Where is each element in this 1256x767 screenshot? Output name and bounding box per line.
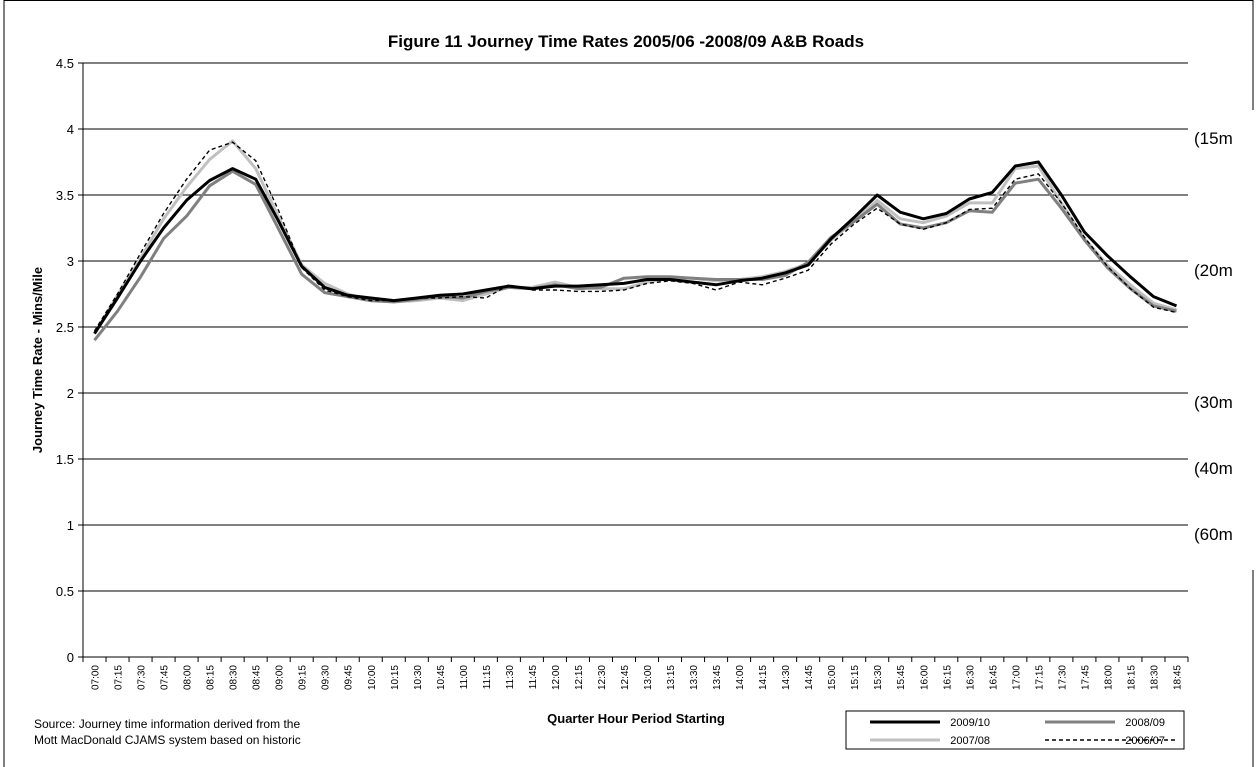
series-line-2006-07 <box>93 141 1177 332</box>
x-tick-label: 12:45 <box>620 665 631 690</box>
legend-label: 2008/09 <box>1125 717 1165 729</box>
x-tick-label: 13:45 <box>712 665 723 690</box>
x-tick-label: 15:30 <box>873 665 884 690</box>
x-tick-label: 09:45 <box>344 665 355 690</box>
x-tick-label: 09:30 <box>321 665 332 690</box>
x-tick-label: 17:00 <box>1011 665 1022 690</box>
y-axis-ticks: 0 0.5 1 1.5 2 2.5 3 3.5 4 4.5 <box>56 56 83 665</box>
x-tick-label: 10:30 <box>413 665 424 690</box>
right-axis-label: (15m <box>1194 129 1233 148</box>
series-line-2009-10 <box>93 160 1178 335</box>
x-tick-label: 10:00 <box>367 665 378 690</box>
legend-label: 2009/10 <box>950 717 990 729</box>
legend: 2009/10 2008/09 2007/08 2006/07 <box>845 710 1185 750</box>
x-tick-label: 08:00 <box>183 665 194 690</box>
x-tick-label: 13:00 <box>643 665 654 690</box>
x-tick-label: 07:00 <box>91 665 102 690</box>
x-tick-label: 09:00 <box>275 665 286 690</box>
x-tick-label: 13:30 <box>689 665 700 690</box>
source-note-line-2: Mott MacDonald CJAMS system based on his… <box>34 733 301 747</box>
x-tick-label: 09:15 <box>298 665 309 690</box>
x-tick-label: 08:45 <box>252 665 263 690</box>
right-axis-labels: (15m (20m (30m (40m (60m <box>1194 110 1256 570</box>
y-tick-label: 0.5 <box>56 584 74 599</box>
legend-label: 2007/08 <box>950 735 990 747</box>
x-tick-label: 14:15 <box>758 665 769 690</box>
series-line-2007-08 <box>93 139 1177 335</box>
y-tick-label: 3 <box>67 254 74 269</box>
legend-box <box>845 710 1185 750</box>
y-tick-label: 0 <box>67 650 74 665</box>
x-tick-label: 12:15 <box>574 665 585 690</box>
y-tick-label: 1.5 <box>56 452 74 467</box>
x-tick-label: 10:15 <box>390 665 401 690</box>
right-axis-label: (30m <box>1194 393 1233 412</box>
x-tick-label: 16:30 <box>965 665 976 690</box>
right-axis-clip-mask <box>1240 110 1256 570</box>
y-tick-label: 4.5 <box>56 56 74 71</box>
x-tick-label: 12:30 <box>597 665 608 690</box>
y-tick-label: 2.5 <box>56 320 74 335</box>
y-tick-label: 3.5 <box>56 188 74 203</box>
x-tick-label: 07:30 <box>137 665 148 690</box>
x-tick-label: 12:00 <box>551 665 562 690</box>
x-tick-label: 15:45 <box>896 665 907 690</box>
y-tick-label: 1 <box>67 518 74 533</box>
gridlines <box>83 62 1188 592</box>
x-tick-label: 10:45 <box>436 665 447 690</box>
x-tick-label: 11:00 <box>459 665 470 690</box>
y-tick-label: 4 <box>67 122 74 137</box>
x-tick-label: 16:15 <box>942 665 953 690</box>
x-tick-label: 16:45 <box>988 665 999 690</box>
legend-label: 2006/07 <box>1125 735 1165 747</box>
x-tick-label: 08:15 <box>206 665 217 690</box>
x-tick-label: 18:00 <box>1103 665 1114 690</box>
source-note-line-1: Source: Journey time information derived… <box>34 717 300 731</box>
x-tick-label: 17:15 <box>1034 665 1045 690</box>
x-tick-label: 16:00 <box>919 665 930 690</box>
x-tick-label: 11:15 <box>482 665 493 690</box>
y-axis-title: Journey Time Rate - Mins/Mile <box>30 267 45 453</box>
x-tick-label: 13:15 <box>666 665 677 690</box>
x-tick-label: 18:15 <box>1126 665 1137 690</box>
x-tick-label: 14:30 <box>781 665 792 690</box>
x-tick-label: 18:30 <box>1149 665 1160 690</box>
x-tick-label: 14:00 <box>735 665 746 690</box>
x-tick-label: 17:45 <box>1080 665 1091 690</box>
x-tick-label: 07:45 <box>160 665 171 690</box>
right-axis-label: (20m <box>1194 261 1233 280</box>
x-tick-label: 17:30 <box>1057 665 1068 690</box>
right-axis-label: (60m <box>1194 525 1233 544</box>
x-tick-label: 15:00 <box>827 665 838 690</box>
y-tick-label: 2 <box>67 386 74 401</box>
series-line-2008-09 <box>93 169 1177 342</box>
x-tick-label: 07:15 <box>114 665 125 690</box>
x-axis-ticks: 07:00 07:15 07:30 07:45 08:00 08:15 08:30 08:45… <box>82 657 1189 690</box>
chart-title: Figure 11 Journey Time Rates 2005/06 -20… <box>388 32 864 51</box>
right-axis-label: (40m <box>1194 459 1233 478</box>
x-tick-label: 14:45 <box>804 665 815 690</box>
series-lines <box>93 139 1178 342</box>
x-axis-title: Quarter Hour Period Starting <box>547 711 725 726</box>
x-tick-label: 15:15 <box>850 665 861 690</box>
x-tick-label: 11:45 <box>528 665 539 690</box>
x-tick-label: 11:30 <box>505 665 516 690</box>
x-tick-label: 08:30 <box>229 665 240 690</box>
x-tick-label: 18:45 <box>1172 665 1183 690</box>
